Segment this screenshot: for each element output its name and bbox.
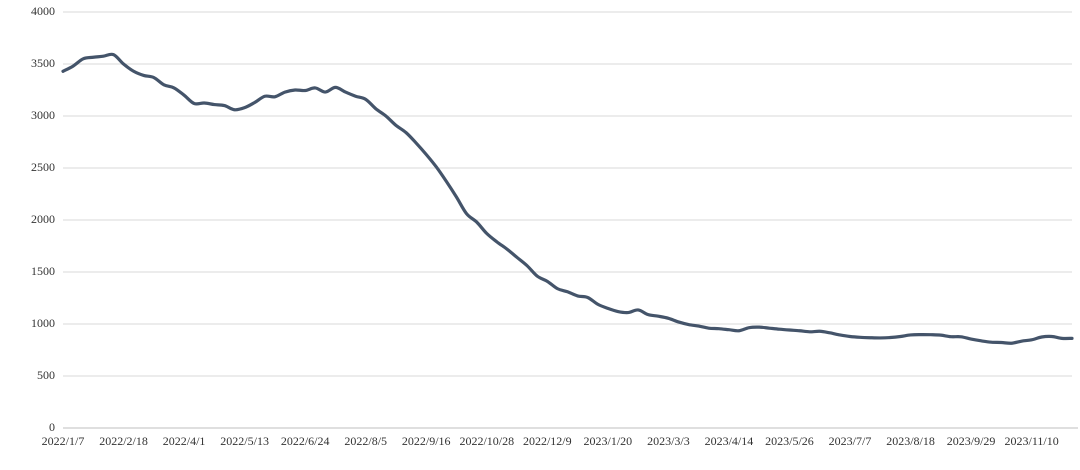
x-tick-label: 2023/7/7: [829, 434, 872, 448]
x-tick-label: 2022/4/1: [163, 434, 206, 448]
y-tick-label: 3000: [31, 108, 55, 122]
y-tick-label: 0: [49, 420, 55, 434]
y-tick-label: 2500: [31, 160, 55, 174]
x-tick-label: 2022/1/7: [42, 434, 85, 448]
y-tick-label: 2000: [31, 212, 55, 226]
line: [61, 52, 1074, 345]
x-tick-label: 2022/9/16: [402, 434, 451, 448]
x-tick-label: 2023/5/26: [765, 434, 814, 448]
y-tick-label: 500: [37, 368, 55, 382]
x-tick-label: 2022/10/28: [459, 434, 514, 448]
x-tick-label: 2023/4/14: [705, 434, 754, 448]
x-tick-label: 2023/9/29: [947, 434, 996, 448]
y-tick-label: 3500: [31, 56, 55, 70]
y-tick-label: 4000: [31, 4, 55, 18]
y-tick-label: 1000: [31, 316, 55, 330]
x-tick-label: 2023/3/3: [647, 434, 690, 448]
x-tick-label: 2023/1/20: [584, 434, 633, 448]
x-tick-label: 2022/8/5: [344, 434, 387, 448]
y-tick-label: 1500: [31, 264, 55, 278]
x-tick-label: 2023/11/10: [1005, 434, 1059, 448]
x-tick-label: 2022/2/18: [99, 434, 148, 448]
x-tick-label: 2022/5/13: [220, 434, 269, 448]
x-tick-label: 2022/6/24: [281, 434, 330, 448]
x-tick-label: 2023/8/18: [886, 434, 935, 448]
x-tick-label: 2022/12/9: [523, 434, 572, 448]
